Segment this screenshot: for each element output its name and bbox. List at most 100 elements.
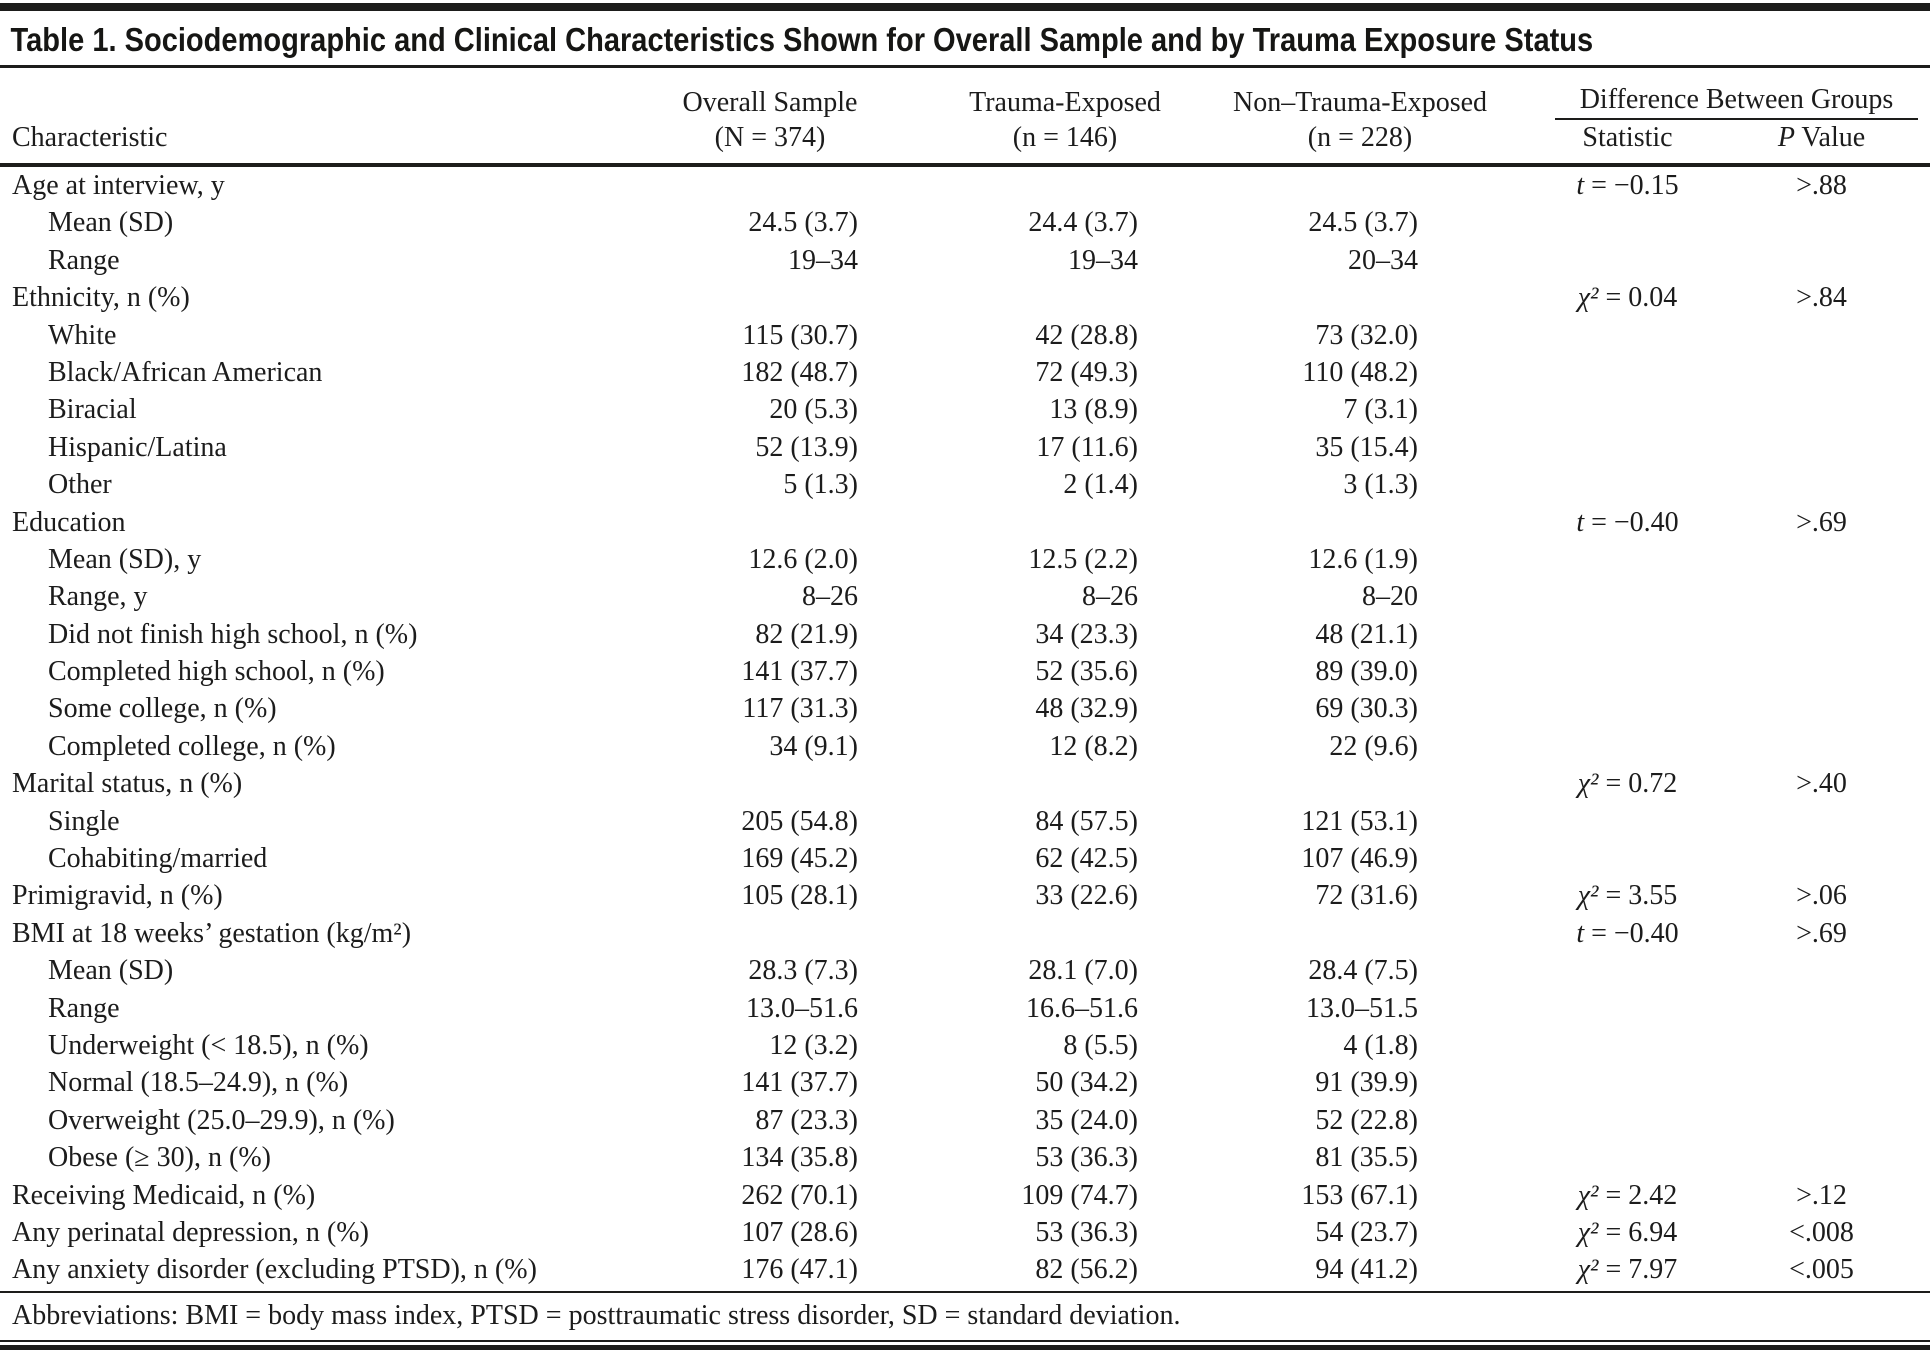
characteristic-cell: BMI at 18 weeks’ gestation (kg/m²) [12,917,412,949]
trauma-cell: 34 (23.3) [1035,618,1138,650]
header-p-italic: P [1777,122,1795,153]
nontrauma-cell: 24.5 (3.7) [1308,207,1418,239]
header-overall-line2: (N = 374) [714,122,826,153]
characteristic-cell: Education [12,506,126,538]
trauma-cell: 12 (8.2) [1049,730,1138,762]
pvalue-cell: <.005 [1789,1254,1854,1286]
trauma-cell [920,279,1210,316]
nontrauma-cell: 52 (22.8) [1315,1104,1418,1136]
table-row: Biracial 20 (5.3) 13 (8.9) 7 (3.1) [12,391,1918,428]
pvalue-cell [1745,728,1918,765]
trauma-cell: 35 (24.0) [1035,1104,1138,1136]
table-row: BMI at 18 weeks’ gestation (kg/m²) t = −0… [12,915,1918,952]
table-header: Characteristic Overall Sample (N = 374) … [0,68,1930,167]
overall-cell: 19–34 [788,244,858,276]
trauma-cell: 17 (11.6) [1036,431,1138,463]
nontrauma-cell: 54 (23.7) [1315,1216,1418,1248]
characteristic-cell: Overweight (25.0–29.9), n (%) [48,1104,395,1136]
trauma-cell: 19–34 [1068,244,1138,276]
stat-value: = 7.97 [1598,1254,1678,1286]
statistic-cell [1510,1102,1745,1139]
statistic-cell: χ² = 6.94 [1510,1214,1745,1251]
pvalue-cell [1745,204,1918,241]
nontrauma-cell: 121 (53.1) [1301,805,1418,837]
table-row: Some college, n (%) 117 (31.3) 48 (32.9) 69… [12,690,1918,727]
characteristic-cell: White [48,319,117,351]
footer-rule [0,1290,1930,1293]
nontrauma-cell: 107 (46.9) [1301,843,1418,875]
trauma-cell: 62 (42.5) [1035,843,1138,875]
header-statistic: Statistic [1582,122,1673,153]
statistic-cell [1510,429,1745,466]
pvalue-cell: >.40 [1796,768,1847,800]
statistic-cell [1510,578,1745,615]
statistic-cell [1510,803,1745,840]
statistic-cell [1510,541,1745,578]
statistic-cell: t = −0.40 [1510,915,1745,952]
header-overall-line1: Overall Sample [682,87,858,118]
overall-cell: 52 (13.9) [755,431,858,463]
characteristic-cell: Obese (≥ 30), n (%) [48,1142,271,1174]
pvalue-cell [1745,990,1918,1027]
trauma-cell [920,167,1210,204]
table-row: Mean (SD), y 12.6 (2.0) 12.5 (2.2) 12.6 (1.… [12,541,1918,578]
table-row: Primigravid, n (%) 105 (28.1) 33 (22.6) 72 … [12,877,1918,914]
table-row: Mean (SD) 28.3 (7.3) 28.1 (7.0) 28.4 (7.5) [12,952,1918,989]
pvalue-cell [1745,1139,1918,1176]
statistic-cell [1510,690,1745,727]
characteristic-cell: Any perinatal depression, n (%) [12,1216,369,1248]
table-row: Hispanic/Latina 52 (13.9) 17 (11.6) 35 (15.… [12,429,1918,466]
characteristic-cell: Normal (18.5–24.9), n (%) [48,1067,349,1099]
statistic-cell [1510,728,1745,765]
table-row: Underweight (< 18.5), n (%) 12 (3.2) 8 (5.… [12,1027,1918,1064]
characteristic-cell: Marital status, n (%) [12,768,243,800]
stat-symbol: t [1576,917,1585,949]
overall-cell [620,279,920,316]
pvalue-cell [1745,803,1918,840]
pvalue-cell: <.008 [1789,1216,1854,1248]
nontrauma-cell: 28.4 (7.5) [1308,955,1418,987]
pvalue-cell [1745,653,1918,690]
pvalue-cell [1745,541,1918,578]
characteristic-cell: Any anxiety disorder (excluding PTSD), n… [12,1254,537,1286]
nontrauma-cell [1210,279,1510,316]
pvalue-cell [1745,1064,1918,1101]
nontrauma-cell: 69 (30.3) [1315,693,1418,725]
pvalue-cell [1745,391,1918,428]
characteristic-cell: Mean (SD), y [48,543,202,575]
trauma-cell [920,504,1210,541]
stat-value: = 3.55 [1598,880,1678,912]
trauma-cell: 8–26 [1082,581,1138,613]
characteristic-cell: Receiving Medicaid, n (%) [12,1179,316,1211]
statistic-cell [1510,840,1745,877]
table-row: Mean (SD) 24.5 (3.7) 24.4 (3.7) 24.5 (3.7) [12,204,1918,241]
overall-cell: 117 (31.3) [742,693,858,725]
table-row: Overweight (25.0–29.9), n (%) 87 (23.3) 35… [12,1102,1918,1139]
overall-cell: 134 (35.8) [741,1142,858,1174]
characteristic-cell: Hispanic/Latina [48,431,227,463]
overall-cell: 205 (54.8) [741,805,858,837]
pvalue-cell [1745,317,1918,354]
header-trauma-exposed: Trauma-Exposed (n = 146) [920,85,1210,155]
overall-cell: 176 (47.1) [741,1254,858,1286]
header-p-value: P Value [1745,120,1918,155]
stat-symbol: χ² [1577,282,1599,314]
stat-symbol: χ² [1577,1216,1599,1248]
table-row: Any anxiety disorder (excluding PTSD), n… [12,1251,1918,1288]
overall-cell: 107 (28.6) [741,1216,858,1248]
stat-value: = 0.04 [1598,282,1678,314]
pvalue-cell [1745,616,1918,653]
bottom-rule [0,1339,1930,1350]
header-non-trauma-exposed: Non–Trauma-Exposed (n = 228) [1210,85,1510,155]
pvalue-cell [1745,840,1918,877]
characteristic-cell: Mean (SD) [48,955,174,987]
trauma-cell: 53 (36.3) [1035,1142,1138,1174]
stat-value: = −0.40 [1584,917,1679,949]
overall-cell: 141 (37.7) [741,656,858,688]
overall-cell: 182 (48.7) [741,356,858,388]
statistic-cell [1510,616,1745,653]
table-row: Black/African American 182 (48.7) 72 (49.3… [12,354,1918,391]
characteristic-cell: Range, y [48,581,148,613]
overall-cell: 262 (70.1) [741,1179,858,1211]
statistic-cell: χ² = 3.55 [1510,877,1745,914]
